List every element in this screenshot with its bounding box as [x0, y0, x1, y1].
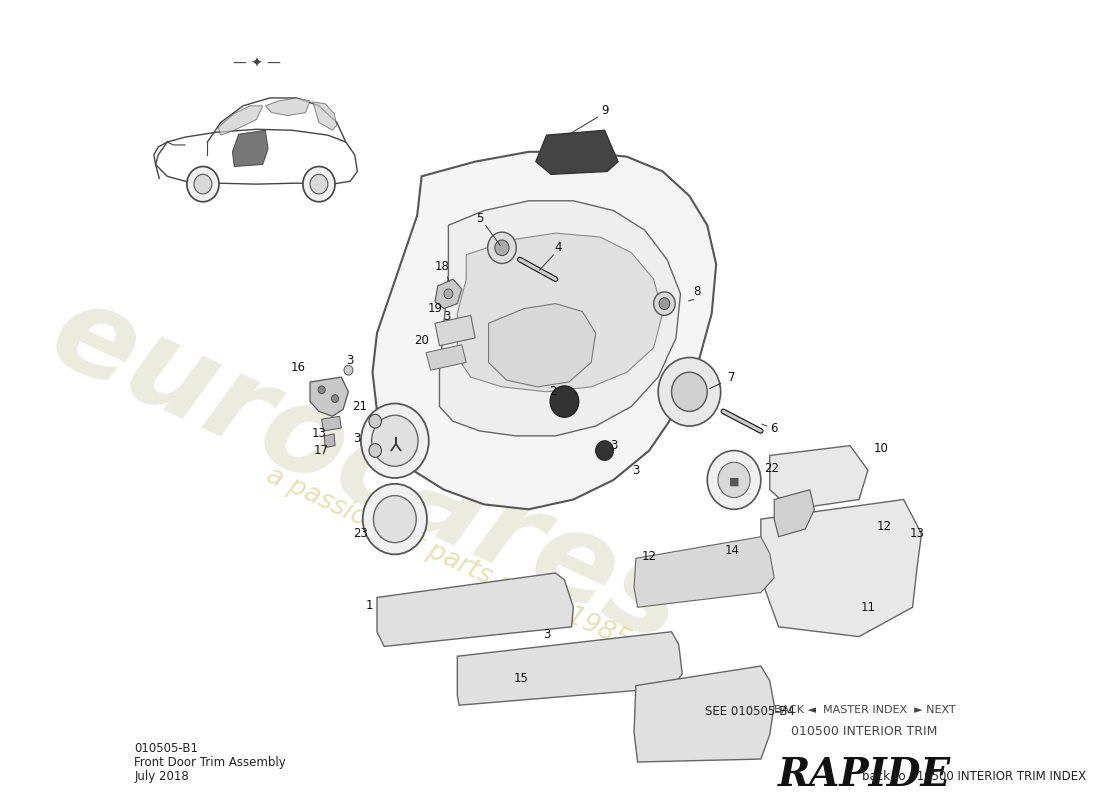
Circle shape — [361, 403, 429, 478]
Text: 3: 3 — [443, 310, 450, 323]
Text: — ✦ —: — ✦ — — [232, 57, 280, 70]
Circle shape — [444, 289, 453, 298]
Polygon shape — [373, 152, 716, 510]
Polygon shape — [426, 345, 466, 370]
Text: 10: 10 — [873, 442, 889, 455]
Text: 7: 7 — [728, 370, 736, 383]
Circle shape — [372, 415, 418, 466]
Circle shape — [653, 292, 675, 315]
Text: 23: 23 — [353, 527, 369, 540]
Polygon shape — [434, 315, 475, 346]
Text: 8: 8 — [693, 286, 701, 298]
Text: back to 010500 INTERIOR TRIM INDEX: back to 010500 INTERIOR TRIM INDEX — [862, 770, 1087, 783]
Text: eurocares: eurocares — [33, 272, 703, 668]
Text: 6: 6 — [770, 422, 778, 435]
Circle shape — [487, 232, 516, 263]
Polygon shape — [761, 499, 922, 637]
Circle shape — [373, 496, 416, 542]
Text: 3: 3 — [543, 628, 550, 641]
Circle shape — [596, 441, 614, 460]
Text: 20: 20 — [415, 334, 429, 347]
Text: 3: 3 — [354, 432, 361, 446]
Polygon shape — [536, 130, 618, 174]
Text: 9: 9 — [601, 104, 608, 117]
Text: ■: ■ — [729, 477, 739, 487]
Circle shape — [495, 240, 509, 256]
Text: BACK ◄  MASTER INDEX  ► NEXT: BACK ◄ MASTER INDEX ► NEXT — [773, 706, 955, 715]
Text: SEE 010505-B4: SEE 010505-B4 — [705, 706, 795, 718]
Polygon shape — [321, 416, 341, 431]
Text: 14: 14 — [725, 544, 739, 557]
Text: 010505-B1: 010505-B1 — [134, 742, 198, 755]
Polygon shape — [312, 102, 337, 130]
Text: 3: 3 — [346, 354, 354, 367]
Text: 22: 22 — [764, 462, 779, 474]
Circle shape — [368, 414, 382, 428]
Text: 19: 19 — [428, 302, 442, 315]
Text: 15: 15 — [514, 672, 529, 686]
Circle shape — [331, 394, 339, 402]
Text: 5: 5 — [476, 212, 483, 225]
Text: 13: 13 — [311, 427, 327, 440]
Circle shape — [658, 358, 720, 426]
Circle shape — [718, 462, 750, 498]
Circle shape — [187, 166, 219, 202]
Polygon shape — [218, 106, 263, 135]
Circle shape — [194, 174, 212, 194]
Text: ⅄: ⅄ — [389, 436, 400, 455]
Circle shape — [310, 174, 328, 194]
Text: 16: 16 — [290, 361, 306, 374]
Text: a passion for parts since 1985: a passion for parts since 1985 — [263, 462, 635, 654]
Text: 21: 21 — [352, 400, 366, 413]
Text: 1: 1 — [366, 599, 374, 612]
Polygon shape — [634, 537, 774, 607]
Text: 12: 12 — [641, 550, 657, 563]
Circle shape — [363, 484, 427, 554]
Text: 12: 12 — [877, 521, 891, 534]
Polygon shape — [440, 201, 681, 436]
Text: 2: 2 — [549, 386, 557, 398]
Circle shape — [659, 298, 670, 310]
Text: RAPIDE: RAPIDE — [778, 756, 950, 794]
Circle shape — [344, 366, 353, 375]
Text: July 2018: July 2018 — [134, 770, 189, 783]
Polygon shape — [488, 304, 596, 387]
Polygon shape — [774, 490, 814, 537]
Text: 3: 3 — [609, 439, 617, 452]
Text: 13: 13 — [910, 527, 924, 540]
Polygon shape — [770, 446, 868, 510]
Circle shape — [550, 386, 579, 418]
Circle shape — [368, 444, 382, 458]
Polygon shape — [265, 98, 310, 115]
Polygon shape — [310, 377, 349, 416]
Text: Front Door Trim Assembly: Front Door Trim Assembly — [134, 756, 286, 769]
Polygon shape — [324, 434, 336, 448]
Text: 3: 3 — [632, 464, 639, 477]
Circle shape — [318, 386, 326, 394]
Text: 18: 18 — [434, 260, 450, 273]
Text: 4: 4 — [554, 242, 562, 254]
Polygon shape — [377, 573, 573, 646]
Polygon shape — [634, 666, 774, 762]
Polygon shape — [232, 130, 268, 166]
Circle shape — [707, 450, 761, 510]
Text: 17: 17 — [315, 444, 329, 457]
Circle shape — [671, 372, 707, 411]
Polygon shape — [458, 233, 662, 392]
Polygon shape — [458, 632, 682, 706]
Circle shape — [302, 166, 336, 202]
Text: 010500 INTERIOR TRIM: 010500 INTERIOR TRIM — [791, 725, 937, 738]
Text: 11: 11 — [860, 601, 876, 614]
Polygon shape — [434, 279, 462, 309]
